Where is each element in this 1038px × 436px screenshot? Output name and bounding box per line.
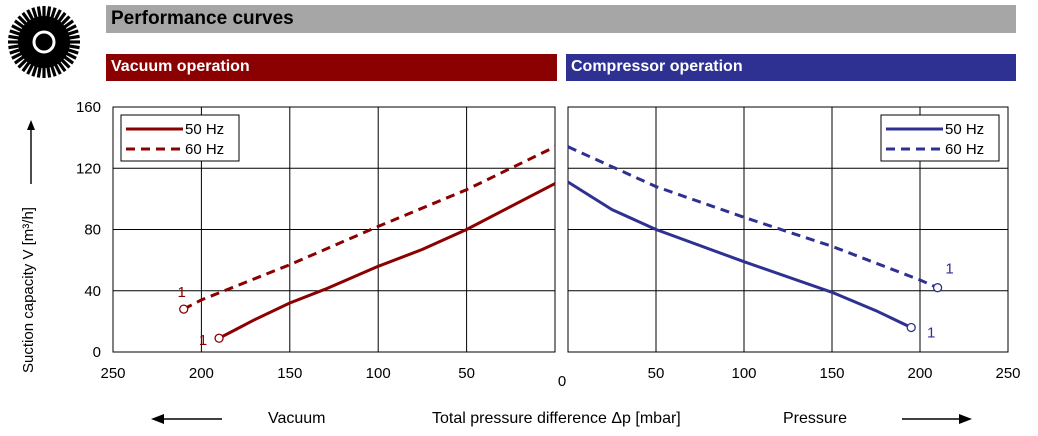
- series-end-marker: [214, 333, 224, 343]
- series-end-marker: [906, 322, 916, 333]
- footer-pressure-label: Pressure: [783, 410, 848, 427]
- x-tick-label: 200: [189, 365, 214, 382]
- footer-xlabel: Total pressure difference Δp [mbar]: [432, 410, 681, 427]
- pressure-arrow-head: [959, 414, 972, 424]
- legend-box: [880, 114, 1000, 162]
- footer-vacuum-label: Vacuum: [268, 410, 326, 427]
- vacuum-operation-label: Vacuum operation: [111, 58, 250, 75]
- series-line-60-hz-dashed: [183, 145, 556, 311]
- vacuum-operation-header: Vacuum operation: [106, 54, 557, 81]
- x-tick-label: 250: [995, 365, 1020, 382]
- legend-box: [120, 114, 240, 162]
- series-end-marker: [179, 304, 189, 314]
- y-tick-label: 160: [76, 99, 101, 116]
- company-logo: [8, 6, 80, 78]
- series-end-marker: [932, 283, 943, 293]
- legend-label: 60 Hz: [185, 141, 224, 158]
- limit-label: 1: [199, 332, 207, 349]
- x-tick-label: 100: [366, 365, 391, 382]
- y-tick-label: 0: [93, 344, 101, 361]
- legend-label: 60 Hz: [945, 141, 984, 158]
- y-tick-label: 40: [84, 283, 101, 300]
- x-tick-label: 50: [648, 365, 665, 382]
- x-tick-label: 200: [907, 365, 932, 382]
- legend: 50 Hz 60 Hz: [120, 114, 240, 162]
- x-tick-label: 150: [819, 365, 844, 382]
- y-tick-label: 80: [84, 222, 101, 239]
- compressor-chart: 0 50 100 150 200 250 1 1 50 Hz 60 Hz: [558, 106, 1021, 390]
- y-axis-label: Suction capacity V [m³/h]: [20, 207, 37, 373]
- title-bar: Performance curves: [106, 5, 1016, 33]
- limit-label: 1: [927, 325, 935, 342]
- x-tick-label: 250: [100, 365, 125, 382]
- logo-disc: [18, 16, 70, 68]
- compressor-operation-label: Compressor operation: [571, 58, 743, 75]
- x-tick-label: 100: [731, 365, 756, 382]
- compressor-operation-header: Compressor operation: [566, 54, 1016, 81]
- y-axis-arrow-head: [27, 120, 35, 130]
- legend-label: 50 Hz: [185, 121, 224, 138]
- x-tick-label: 150: [277, 365, 302, 382]
- y-tick-label: 120: [76, 160, 101, 177]
- legend-label: 50 Hz: [945, 121, 984, 138]
- limit-label: 1: [178, 284, 186, 301]
- page-title: Performance curves: [111, 8, 294, 29]
- legend: 50 Hz 60 Hz: [880, 114, 1000, 162]
- limit-label: 1: [945, 261, 953, 278]
- x-tick-label: 50: [458, 365, 475, 382]
- vacuum-arrow-head: [151, 414, 164, 424]
- series-line-50-hz-solid: [218, 182, 556, 340]
- x-tick-label: 0: [558, 373, 566, 390]
- logo-ring: [32, 30, 56, 54]
- series-line-50-hz-solid: [567, 180, 912, 329]
- series-line-60-hz-dashed: [567, 145, 939, 290]
- vacuum-chart: 250 200 150 100 50 0 40 80 120 160 1 1 50 Hz 60 Hz: [76, 99, 556, 382]
